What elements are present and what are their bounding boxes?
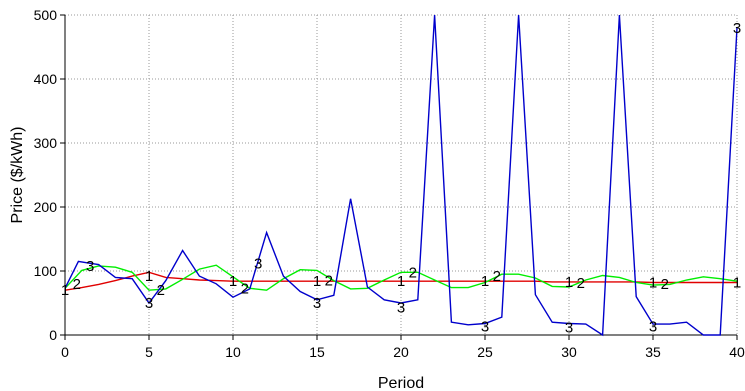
series-2-marker: 2 bbox=[577, 275, 585, 292]
series-3-marker: 3 bbox=[481, 319, 489, 336]
series-3-marker: 3 bbox=[397, 299, 405, 316]
x-tick-label: 10 bbox=[225, 344, 241, 360]
series-1-marker: 1 bbox=[61, 282, 69, 299]
series-3-marker: 3 bbox=[565, 319, 573, 336]
series-3-marker: 3 bbox=[254, 255, 262, 272]
series-2-marker: 2 bbox=[409, 264, 417, 281]
series-2-marker: 2 bbox=[493, 268, 501, 285]
series-2-marker: 2 bbox=[325, 273, 333, 290]
y-axis-title: Price ($/kWh) bbox=[9, 127, 26, 224]
series-1-marker: 1 bbox=[649, 275, 657, 292]
x-tick-label: 35 bbox=[645, 344, 661, 360]
y-tick-label: 0 bbox=[49, 327, 57, 343]
series-3-marker: 3 bbox=[145, 295, 153, 312]
series-2-line bbox=[64, 264, 738, 291]
x-tick-label: 25 bbox=[477, 344, 493, 360]
y-tick-label: 100 bbox=[34, 263, 58, 279]
series-3-line bbox=[64, 14, 738, 337]
x-tick-label: 0 bbox=[61, 344, 69, 360]
series-1-line bbox=[64, 271, 737, 291]
series-1-marker: 1 bbox=[313, 273, 321, 290]
series-1-marker: 1 bbox=[733, 275, 741, 292]
series-2-marker: 2 bbox=[661, 276, 669, 293]
x-tick-label: 40 bbox=[729, 344, 745, 360]
series-3-marker: 3 bbox=[313, 295, 321, 312]
x-tick-label: 5 bbox=[145, 344, 153, 360]
x-tick-label: 15 bbox=[309, 344, 325, 360]
series-2-marker: 2 bbox=[157, 282, 165, 299]
series-3-marker: 3 bbox=[733, 20, 741, 37]
series-lines bbox=[64, 14, 738, 337]
series-1-marker: 1 bbox=[397, 273, 405, 290]
y-tick-label: 500 bbox=[34, 7, 58, 23]
x-tick-label: 20 bbox=[393, 344, 409, 360]
series-3-marker: 3 bbox=[86, 258, 94, 275]
series-1-marker: 1 bbox=[229, 273, 237, 290]
x-tick-label: 30 bbox=[561, 344, 577, 360]
series-2-marker: 2 bbox=[73, 276, 81, 293]
axes bbox=[60, 14, 738, 340]
y-tick-label: 300 bbox=[34, 135, 58, 151]
grid bbox=[65, 14, 738, 335]
y-tick-label: 200 bbox=[34, 199, 58, 215]
series-1-marker: 1 bbox=[145, 268, 153, 285]
series-1-marker: 1 bbox=[481, 273, 489, 290]
series-3-marker: 3 bbox=[649, 319, 657, 336]
series-2-marker: 2 bbox=[241, 280, 249, 297]
series-1-marker: 1 bbox=[565, 274, 573, 291]
y-tick-label: 400 bbox=[34, 71, 58, 87]
x-axis-title: Period bbox=[378, 375, 424, 391]
